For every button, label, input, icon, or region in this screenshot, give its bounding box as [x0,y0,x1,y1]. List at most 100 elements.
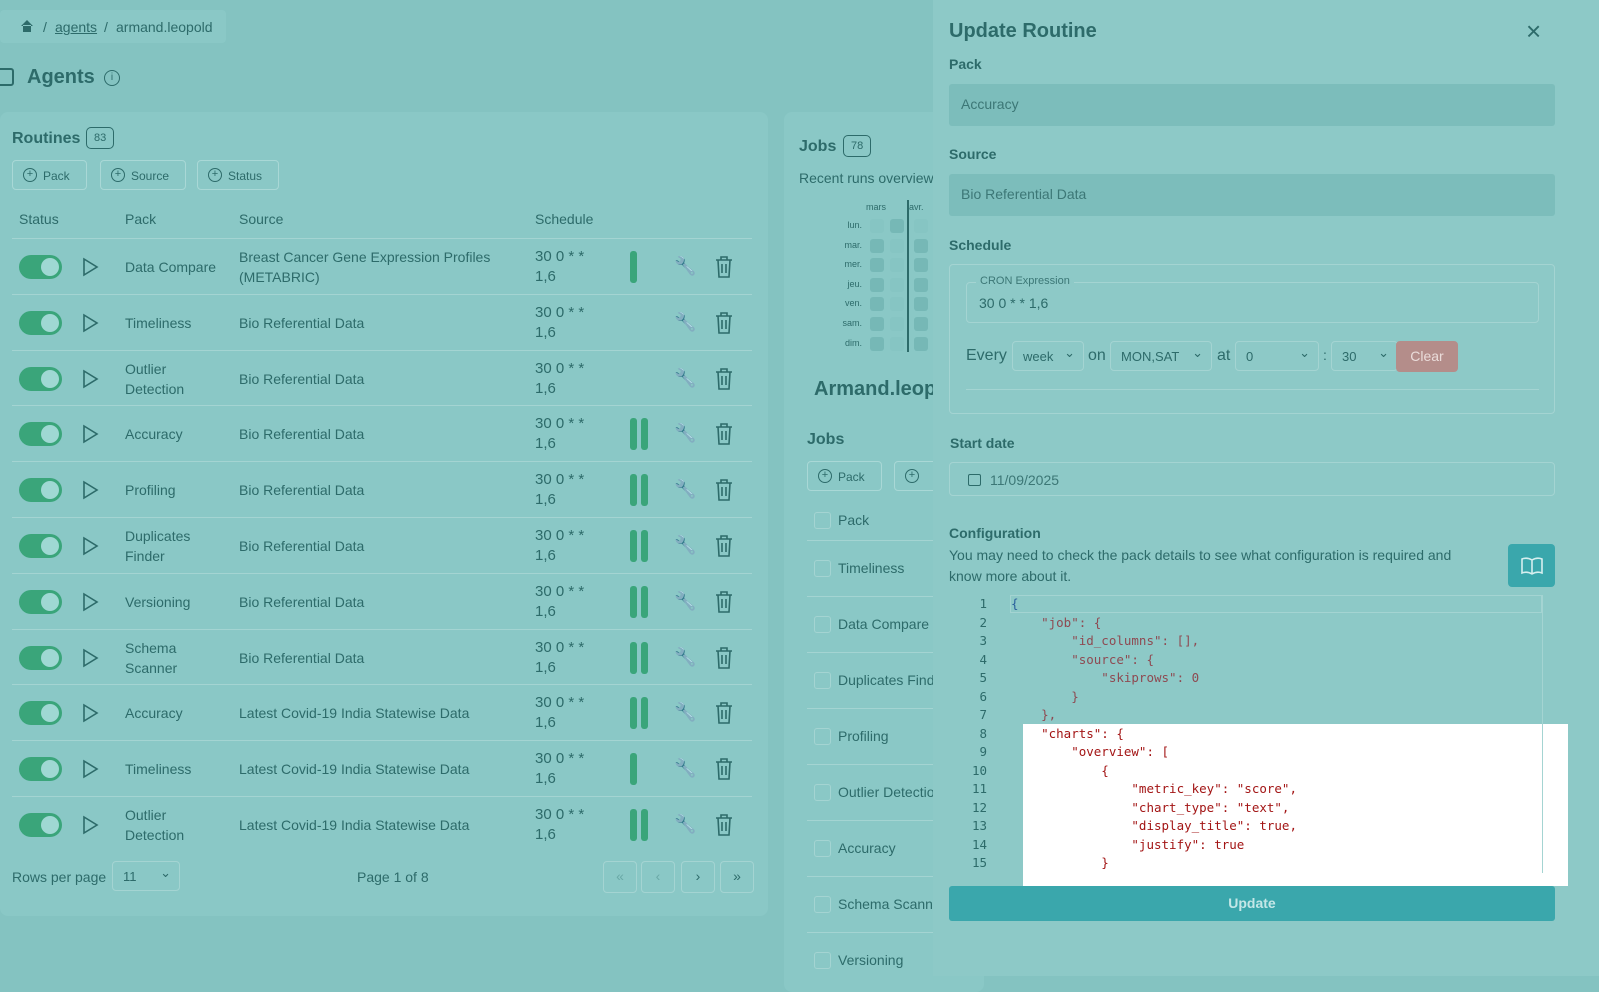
delete-button[interactable] [715,423,733,446]
toggle-knob [41,258,59,276]
update-button[interactable]: Update [949,886,1555,921]
pack-input[interactable]: Accuracy [949,84,1555,126]
info-icon[interactable]: i [104,70,120,86]
edit-button[interactable]: 🔧 [674,423,697,444]
delete-button[interactable] [715,367,733,390]
toggle[interactable] [19,589,62,614]
toggle[interactable] [19,534,62,558]
edit-button[interactable]: 🔧 [674,367,697,388]
play-button[interactable] [82,257,100,277]
checkbox[interactable] [814,952,831,969]
toggle[interactable] [19,310,62,335]
run-bar [641,697,648,730]
pack-cell: Timeliness [125,314,192,331]
filter-chip[interactable]: Source [100,160,186,190]
toggle[interactable] [19,813,62,837]
filter-chip[interactable]: Pack [807,461,882,491]
edit-button[interactable]: 🔧 [674,590,697,611]
code-line: } [1011,688,1079,704]
rows-per-page[interactable]: 11 [112,858,180,891]
heat-cell [890,297,904,312]
play-button[interactable] [82,815,100,835]
filter-chip[interactable]: Status [197,160,279,190]
code-line: "justify": true [1011,836,1245,852]
delete-button[interactable] [715,646,733,669]
edit-button[interactable]: 🔧 [674,479,697,500]
toggle[interactable] [19,422,62,447]
delete-button[interactable] [715,479,733,501]
toggle[interactable] [19,255,62,279]
toggle[interactable] [19,645,62,670]
toggle[interactable] [19,757,62,782]
checkbox[interactable] [814,560,831,577]
minute-select[interactable]: 30 [1331,338,1398,371]
play-button[interactable] [82,759,100,779]
close-button[interactable]: × [1526,16,1542,46]
edit-button[interactable]: 🔧 [674,311,697,332]
hour-select[interactable]: 0 [1235,338,1319,371]
toggle[interactable] [19,366,62,391]
checkbox[interactable] [814,512,831,529]
period-select[interactable]: week [1012,338,1084,371]
schedule-cell: 30 0 * * 1,6 [535,359,585,397]
checkbox[interactable] [814,784,831,801]
col-header: Schedule [535,211,594,227]
docs-button[interactable] [1508,544,1555,587]
play-button[interactable] [82,536,100,556]
delete-button[interactable] [715,311,733,334]
play-button[interactable] [82,424,100,444]
run-bar [641,641,648,674]
month-divider [907,200,909,352]
delete-button[interactable] [715,758,733,780]
row-divider [807,652,987,653]
edit-button[interactable]: 🔧 [674,256,697,276]
schedule-cell: 30 0 * * 1,6 [535,527,585,564]
edit-button[interactable]: 🔧 [674,814,697,834]
row-divider [12,293,752,295]
days-select[interactable]: MON,SAT [1110,338,1212,371]
schedule-cell: 30 0 * * 1,6 [535,638,585,676]
jobs-subtitle: Recent runs overview [799,170,934,186]
edit-button[interactable]: 🔧 [674,758,697,779]
row-divider [12,628,752,630]
pack-cell: Accuracy [125,705,183,722]
play-button[interactable] [82,369,100,389]
routines-card: Routines 83 Pack Source Status Status Pa… [0,112,768,916]
checkbox[interactable] [814,616,831,633]
toggle[interactable] [19,478,62,503]
delete-button[interactable] [715,256,733,278]
crumb[interactable]: agents [55,19,98,35]
play-button[interactable] [82,480,100,500]
page-info: Page 1 of 8 [357,869,429,885]
day-label: ven. [844,298,862,309]
source-input[interactable]: Bio Referential Data [949,174,1555,216]
play-button[interactable] [82,703,100,723]
last-page[interactable]: » [720,861,754,893]
play-button[interactable] [82,648,100,668]
edit-button[interactable]: 🔧 [674,702,697,723]
job-pack: Data Compare [838,616,930,632]
edit-button[interactable]: 🔧 [674,535,697,555]
play-button[interactable] [82,313,100,333]
delete-button[interactable] [715,814,733,836]
play-button[interactable] [82,592,100,612]
checkbox[interactable] [814,672,831,689]
filter-chip[interactable]: Pack [12,160,87,190]
toggle-knob [41,537,59,555]
checkbox[interactable] [814,728,831,745]
next-page[interactable]: › [681,861,715,893]
cron-field[interactable] [966,282,1539,323]
checkbox[interactable] [814,840,831,857]
date-input[interactable]: 11/09/2025 [949,462,1555,496]
delete-button[interactable] [715,535,733,557]
prev-page[interactable]: ‹ [641,861,675,893]
toggle[interactable] [19,701,62,726]
edit-button[interactable]: 🔧 [674,646,697,667]
home-icon[interactable] [20,19,34,33]
first-page[interactable]: « [603,861,637,893]
clear-button[interactable]: Clear [1396,341,1458,372]
delete-button[interactable] [715,702,733,725]
delete-button[interactable] [715,590,733,613]
checkbox[interactable] [814,896,831,913]
pack-cell: Duplicates Finder [125,528,191,564]
